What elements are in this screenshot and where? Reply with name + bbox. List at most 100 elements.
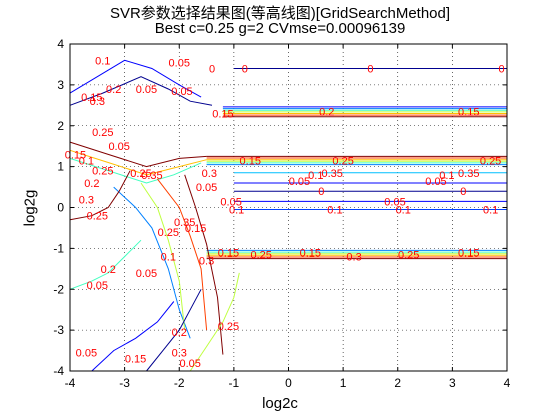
y-axis-label: log2g (21, 189, 39, 227)
contour-line-0.3 (69, 141, 207, 168)
contour-label: 0.1 (396, 205, 411, 217)
x-tick-label: 3 (449, 376, 456, 390)
contour-label: 0.35 (174, 217, 195, 229)
contour-label: 0.1 (483, 205, 498, 217)
contour-label: 0.25 (218, 321, 239, 333)
y-tick-label: -1 (53, 241, 64, 255)
contour-label: 0.25 (158, 227, 179, 239)
chart-subtitle: Best c=0.25 g=2 CVmse=0.00096139 (154, 20, 406, 37)
contour-line-0.2 (69, 149, 207, 176)
contour-label: 0.05 (425, 176, 446, 188)
y-tick-label: 0 (57, 201, 64, 215)
contour-label: 0.25 (130, 168, 151, 180)
contour-line-0.15 (140, 182, 186, 331)
contour-label: 0.05 (169, 57, 190, 69)
x-tick-label: 0 (285, 376, 292, 390)
contour-label: 0.1 (79, 155, 94, 167)
x-tick-label: 4 (504, 376, 511, 390)
contour-line-0.05 (91, 301, 175, 372)
contour-label: 0.35 (141, 170, 162, 182)
contour-label: 0.1 (95, 55, 110, 67)
contour-label: 0.2 (101, 264, 116, 276)
contour-label: 0.15 (218, 247, 239, 259)
contour-label: 0.15 (240, 155, 261, 167)
contour-label: 0.05 (289, 176, 310, 188)
chart-title: SVR参数选择结果图(等高线图)[GridSearchMethod] (109, 5, 451, 22)
contour-label: 0.25 (250, 250, 271, 262)
contour-label: 0.3 (199, 256, 214, 268)
y-tick-label: -3 (53, 323, 64, 337)
contour-label: 0.05 (179, 358, 200, 370)
contour-line-0 (146, 289, 202, 372)
contour-label: 0.15 (300, 247, 321, 259)
contour-label: 0.3 (90, 96, 105, 108)
contour-label: 0.25 (332, 155, 353, 167)
contour-line-0.1 (69, 157, 202, 184)
contour-label: 0.15 (81, 92, 102, 104)
contour-label: 0.15 (458, 247, 479, 259)
contour-label: 0.1 (161, 252, 176, 264)
contour-label: 0.2 (319, 106, 334, 118)
contour-label: 0 (460, 186, 466, 198)
contour-label: 0.3 (202, 168, 217, 180)
contour-label: 0.05 (76, 348, 97, 360)
contour-label: 0.35 (458, 168, 479, 180)
contour-label: 0.05 (108, 141, 129, 153)
contour-label: 0.05 (136, 268, 157, 280)
contour-label: 0 (318, 186, 324, 198)
contour-label: 0.15 (212, 108, 233, 120)
contour-line-0.1 (69, 239, 142, 290)
y-tick-label: 3 (57, 78, 64, 92)
contour-label: 0.1 (439, 170, 454, 182)
contour-line-0.05 (113, 186, 191, 339)
contour-label: 0 (367, 64, 373, 76)
contour-label: 0.05 (87, 280, 108, 292)
x-tick-label: -3 (119, 376, 130, 390)
y-tick-label: 2 (57, 119, 64, 133)
contour-label: 0.2 (172, 327, 187, 339)
contour-lines (69, 59, 507, 372)
contour-line-0.15 (189, 272, 240, 372)
x-tick-label: -2 (174, 376, 185, 390)
grid (70, 44, 507, 371)
x-tick-label: -4 (65, 376, 76, 390)
contour-label: 0.3 (172, 348, 187, 360)
contour-label: 0.2 (84, 178, 99, 190)
contour-label: 0.25 (398, 250, 419, 262)
contour-label: 0.2 (106, 84, 121, 96)
contour-label: 0.05 (171, 86, 192, 98)
contour-label: 0.3 (79, 194, 94, 206)
contour-label: 0.1 (308, 170, 323, 182)
x-tick-label: -1 (229, 376, 240, 390)
x-axis-label: log2c (262, 395, 298, 412)
x-tick-label: 1 (340, 376, 347, 390)
contour-label: 0.05 (220, 196, 241, 208)
contour-label: 0.35 (321, 168, 342, 180)
axis-ticks: -4 -3 -2 -1 0 1 2 3 4 -4 -3 -2 -1 0 1 2 3 4 (53, 37, 510, 390)
y-tick-label: -2 (53, 282, 64, 296)
contour-line-0.3 (69, 170, 131, 221)
contour-line-0.25 (157, 178, 208, 331)
contour-label: 0.15 (458, 106, 479, 118)
contour-label: 0.25 (87, 211, 108, 223)
contour-label: 0.1 (229, 205, 244, 217)
contour-line-0 (69, 76, 213, 106)
contour-label: 0.25 (92, 127, 113, 139)
contour-label: 0.3 (346, 252, 361, 264)
contour-line-0.3 (184, 174, 224, 355)
contour-label: 0.25 (92, 166, 113, 178)
contour-label: 0.15 (125, 354, 146, 366)
y-tick-label: 1 (57, 160, 64, 174)
contour-label: 0.05 (384, 196, 405, 208)
contour-label: 0.05 (136, 84, 157, 96)
contour-label: 0 (498, 64, 504, 76)
contour-label: 0.1 (327, 205, 342, 217)
contour-line-0.05 (69, 59, 202, 98)
y-tick-label: 4 (57, 37, 64, 51)
contour-label: 0.05 (196, 182, 217, 194)
contour-label: 0.15 (185, 223, 206, 235)
contour-label: 0 (209, 64, 215, 76)
